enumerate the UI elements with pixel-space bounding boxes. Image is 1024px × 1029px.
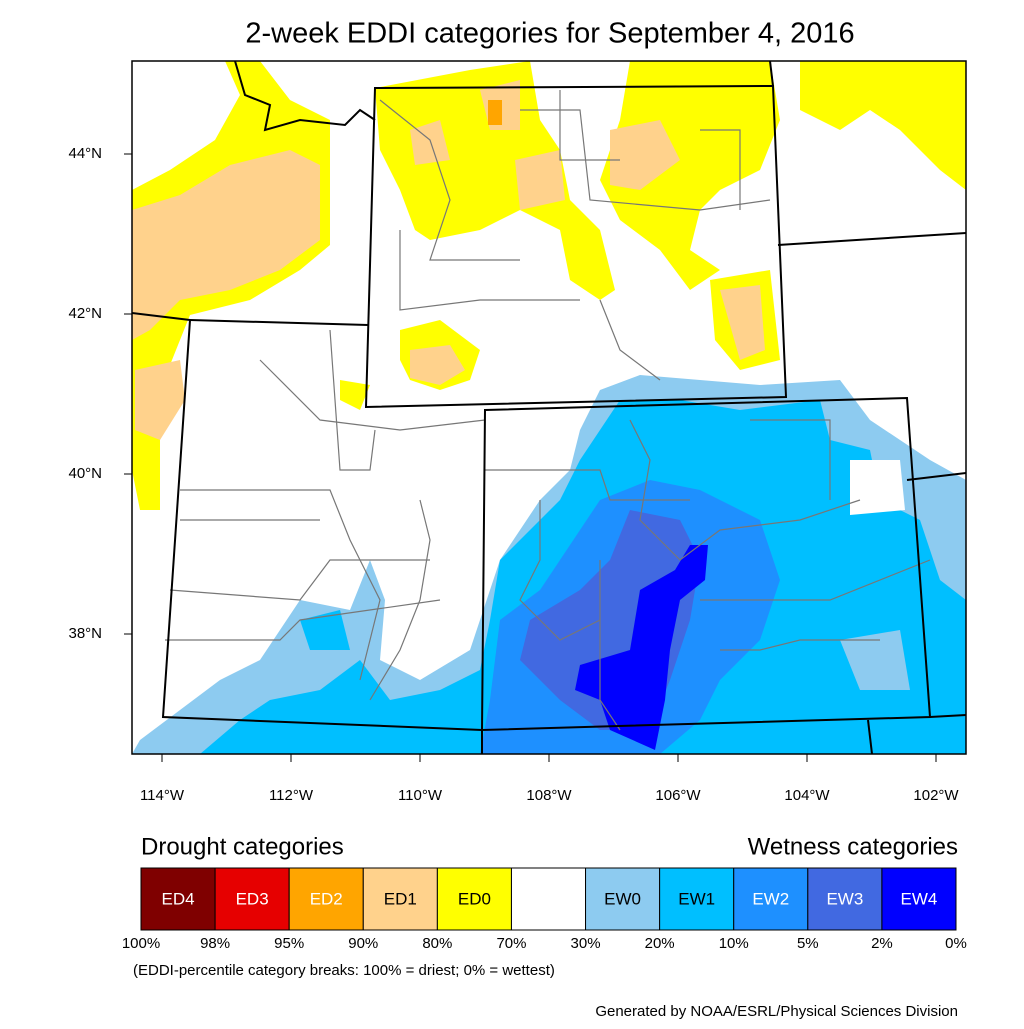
credit: Generated by NOAA/ESRL/Physical Sciences… <box>595 1003 958 1020</box>
legend-break: 2% <box>871 935 893 952</box>
blank-area <box>850 460 905 515</box>
legend-break: 10% <box>719 935 749 952</box>
legend-break: 5% <box>797 935 819 952</box>
lon-label: 102°W <box>913 787 959 804</box>
legend-break: 70% <box>496 935 526 952</box>
lat-label: 44°N <box>68 145 102 162</box>
ed1-area <box>132 80 765 440</box>
legend-swatch <box>881 867 957 931</box>
legend-swatch <box>214 867 290 931</box>
legend-category: ED0 <box>458 889 491 908</box>
lat-label: 42°N <box>68 305 102 322</box>
legend-break: 98% <box>200 935 230 952</box>
legend-break: 80% <box>422 935 452 952</box>
map <box>132 61 966 754</box>
wetness-heading: Wetness categories <box>748 833 958 860</box>
legend-break: 90% <box>348 935 378 952</box>
lon-label: 112°W <box>269 787 314 804</box>
legend-swatch <box>288 867 364 931</box>
ed2-area <box>488 100 502 125</box>
lon-label: 106°W <box>655 787 701 804</box>
legend-category: EW1 <box>678 889 715 908</box>
legend-swatch <box>140 867 216 931</box>
legend-note: (EDDI-percentile category breaks: 100% =… <box>133 962 555 979</box>
legend-swatch <box>659 867 735 931</box>
legend-category: EW4 <box>901 889 938 908</box>
legend-category: ED4 <box>162 889 195 908</box>
legend-category: EW0 <box>604 889 641 908</box>
ew0-area <box>840 630 910 690</box>
lat-label: 38°N <box>68 625 102 642</box>
lon-label: 108°W <box>526 787 572 804</box>
title: 2-week EDDI categories for September 4, … <box>245 18 854 50</box>
legend-category: EW2 <box>752 889 789 908</box>
legend-category: ED1 <box>384 889 417 908</box>
legend-swatch <box>510 867 587 931</box>
ew4-area <box>575 545 708 750</box>
legend-category: EW3 <box>826 889 863 908</box>
legend-break: 100% <box>122 935 160 952</box>
legend-swatch <box>436 867 512 931</box>
county-lines <box>165 90 931 731</box>
lon-label: 114°W <box>140 787 185 804</box>
lon-label: 104°W <box>784 787 830 804</box>
lon-label: 110°W <box>398 787 443 804</box>
drought-heading: Drought categories <box>141 833 344 860</box>
legend-break: 20% <box>645 935 675 952</box>
ew1-area <box>300 610 350 650</box>
legend-swatch <box>362 867 438 931</box>
state-borders <box>132 61 966 754</box>
legend-break: 0% <box>945 935 967 952</box>
legend-category: ED3 <box>236 889 269 908</box>
legend-category: ED2 <box>310 889 343 908</box>
legend-break: 95% <box>274 935 304 952</box>
legend-swatch <box>807 867 883 931</box>
legend-break: 30% <box>571 935 601 952</box>
lat-label: 40°N <box>68 465 102 482</box>
